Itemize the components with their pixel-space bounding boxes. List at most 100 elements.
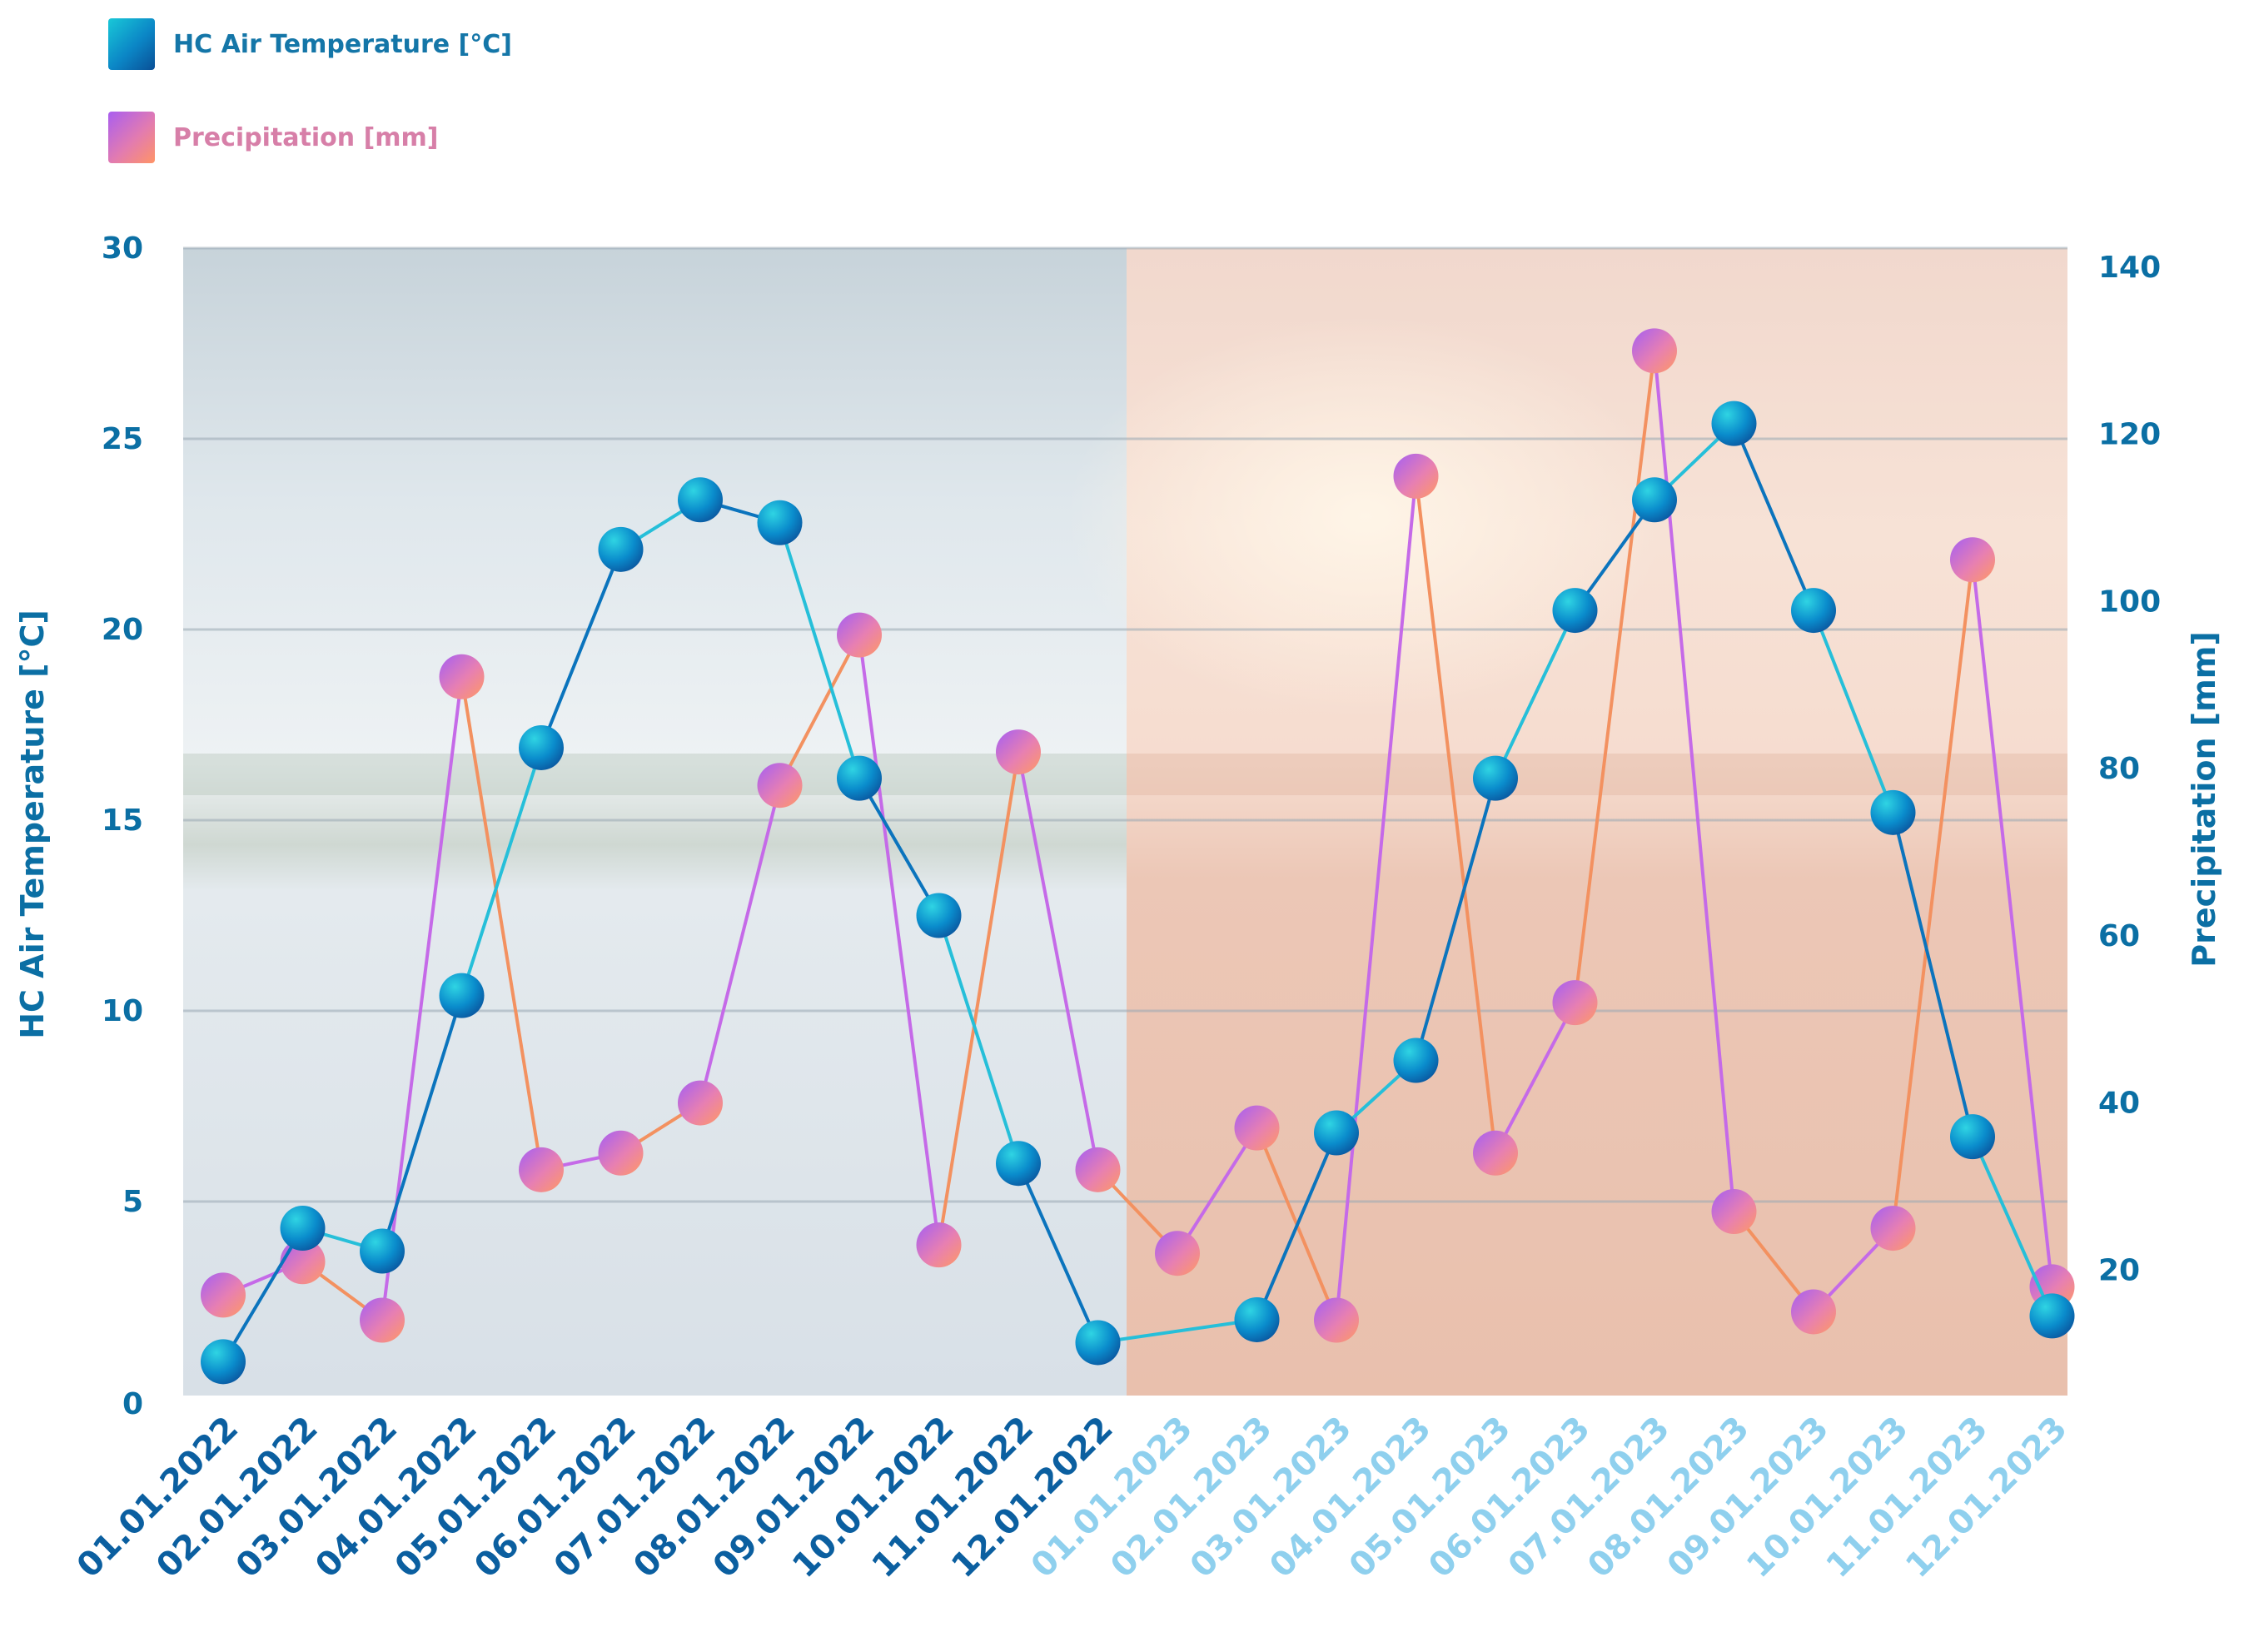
series-temperature [201,401,2075,1385]
temperature-segment [1494,609,1577,780]
legend-swatch-precipitation [108,112,155,163]
precipitation-point [916,1222,962,1268]
temperature-point [1393,1037,1439,1083]
legend-item-precipitation: Precipitation [mm] [108,112,439,163]
left-tick-label: 30 [102,231,143,266]
left-tick-label: 15 [102,804,143,838]
temperature-segment [540,547,623,749]
precipitation-point [360,1297,405,1343]
x-axis-ticks: 01.01.202202.01.202203.01.202204.01.2022… [70,1410,2075,1585]
temperature-point [201,1339,246,1385]
temperature-point [360,1228,405,1274]
temperature-point [439,973,485,1018]
right-tick-label: 40 [2098,1087,2140,1121]
temperature-segment [381,993,464,1253]
temperature-point [598,526,644,572]
legend-item-temperature: HC Air Temperature [°C] [108,18,512,70]
temperature-segment [1971,1135,2054,1318]
temperature-point [519,724,564,770]
temperature-point [1234,1296,1280,1342]
precipitation-segment [1494,1001,1577,1155]
precipitation-point [1393,453,1439,499]
precipitation-segment [937,750,1020,1247]
temperature-segment [1812,609,1895,814]
temperature-segment [1891,810,1974,1139]
legend-label-temperature: HC Air Temperature [°C] [173,29,512,59]
temperature-segment [937,913,1020,1166]
precipitation-segment [699,784,782,1105]
right-tick-label: 100 [2098,585,2161,619]
gridlines [183,246,2067,1203]
precipitation-segment [858,633,941,1247]
temperature-segment [460,745,543,998]
temperature-point [1711,401,1757,446]
precipitation-segment [460,674,543,1172]
left-tick-label: 0 [122,1387,143,1421]
series-precipitation [201,328,2075,1343]
precipitation-segment [1176,1126,1259,1256]
precipitation-point [519,1147,564,1192]
precipitation-point [1234,1105,1280,1151]
right-tick-label: 20 [2098,1253,2140,1287]
precipitation-segment [1573,349,1656,1005]
temperature-segment [778,520,861,780]
plot-background [183,248,2067,1396]
temperature-point [916,893,962,938]
precipitation-point [678,1080,723,1126]
temperature-point [1314,1110,1359,1156]
temperature-point [1552,588,1598,634]
precipitation-point [1552,980,1598,1026]
left-tick-label: 25 [102,422,143,456]
precipitation-point [1075,1147,1121,1192]
precipitation-point [996,729,1041,775]
temperature-point [2029,1293,2075,1339]
temperature-point [1473,755,1518,801]
precipitation-point [1155,1231,1200,1276]
temperature-segment [1414,776,1497,1062]
temperature-point [1791,588,1836,634]
precipitation-point [598,1130,644,1176]
precipitation-point [1791,1289,1836,1335]
precipitation-segment [1971,558,2054,1289]
temperature-segment [221,1227,305,1364]
precipitation-point [201,1272,246,1318]
temperature-point [996,1141,1041,1187]
left-tick-label: 5 [122,1185,143,1219]
temperature-segment [1255,1131,1338,1321]
right-tick-label: 60 [2098,919,2140,953]
left-tick-label: 20 [102,613,143,647]
precipitation-point [1870,1206,1916,1251]
temperature-point [1870,789,1916,835]
right-axis-title: Precipitation [mm] [2186,631,2222,967]
temperature-point [1075,1320,1121,1366]
precipitation-point [837,612,882,658]
temperature-segment [1732,421,1815,613]
precipitation-point [1473,1130,1518,1176]
temperature-segment [1096,1317,1259,1345]
right-tick-label: 80 [2098,752,2140,786]
right-tick-label: 140 [2098,251,2161,285]
left-axis-title: HC Air Temperature [°C] [14,610,51,1039]
temperature-point [1950,1114,1995,1160]
precipitation-point [439,654,485,699]
temperature-segment [858,776,941,918]
precipitation-point [1314,1297,1359,1343]
precipitation-segment [778,633,861,788]
temperature-point [757,500,803,545]
precipitation-segment [1017,750,1100,1172]
precipitation-segment [1414,474,1497,1155]
precipitation-point [280,1239,326,1285]
temperature-segment [1017,1162,1100,1345]
precipitation-segment [1335,474,1418,1322]
precipitation-point [757,763,803,809]
legend-label-precipitation: Precipitation [mm] [173,122,439,152]
right-axis-ticks: 20 40 60 80 100 120 140 [2098,251,2161,1287]
precipitation-point [1711,1189,1757,1235]
right-tick-label: 120 [2098,418,2161,452]
legend-swatch-temperature [108,18,155,70]
temperature-point [678,477,723,523]
temperature-point [280,1206,326,1251]
left-tick-label: 10 [102,994,143,1028]
temperature-segment [1573,498,1656,613]
